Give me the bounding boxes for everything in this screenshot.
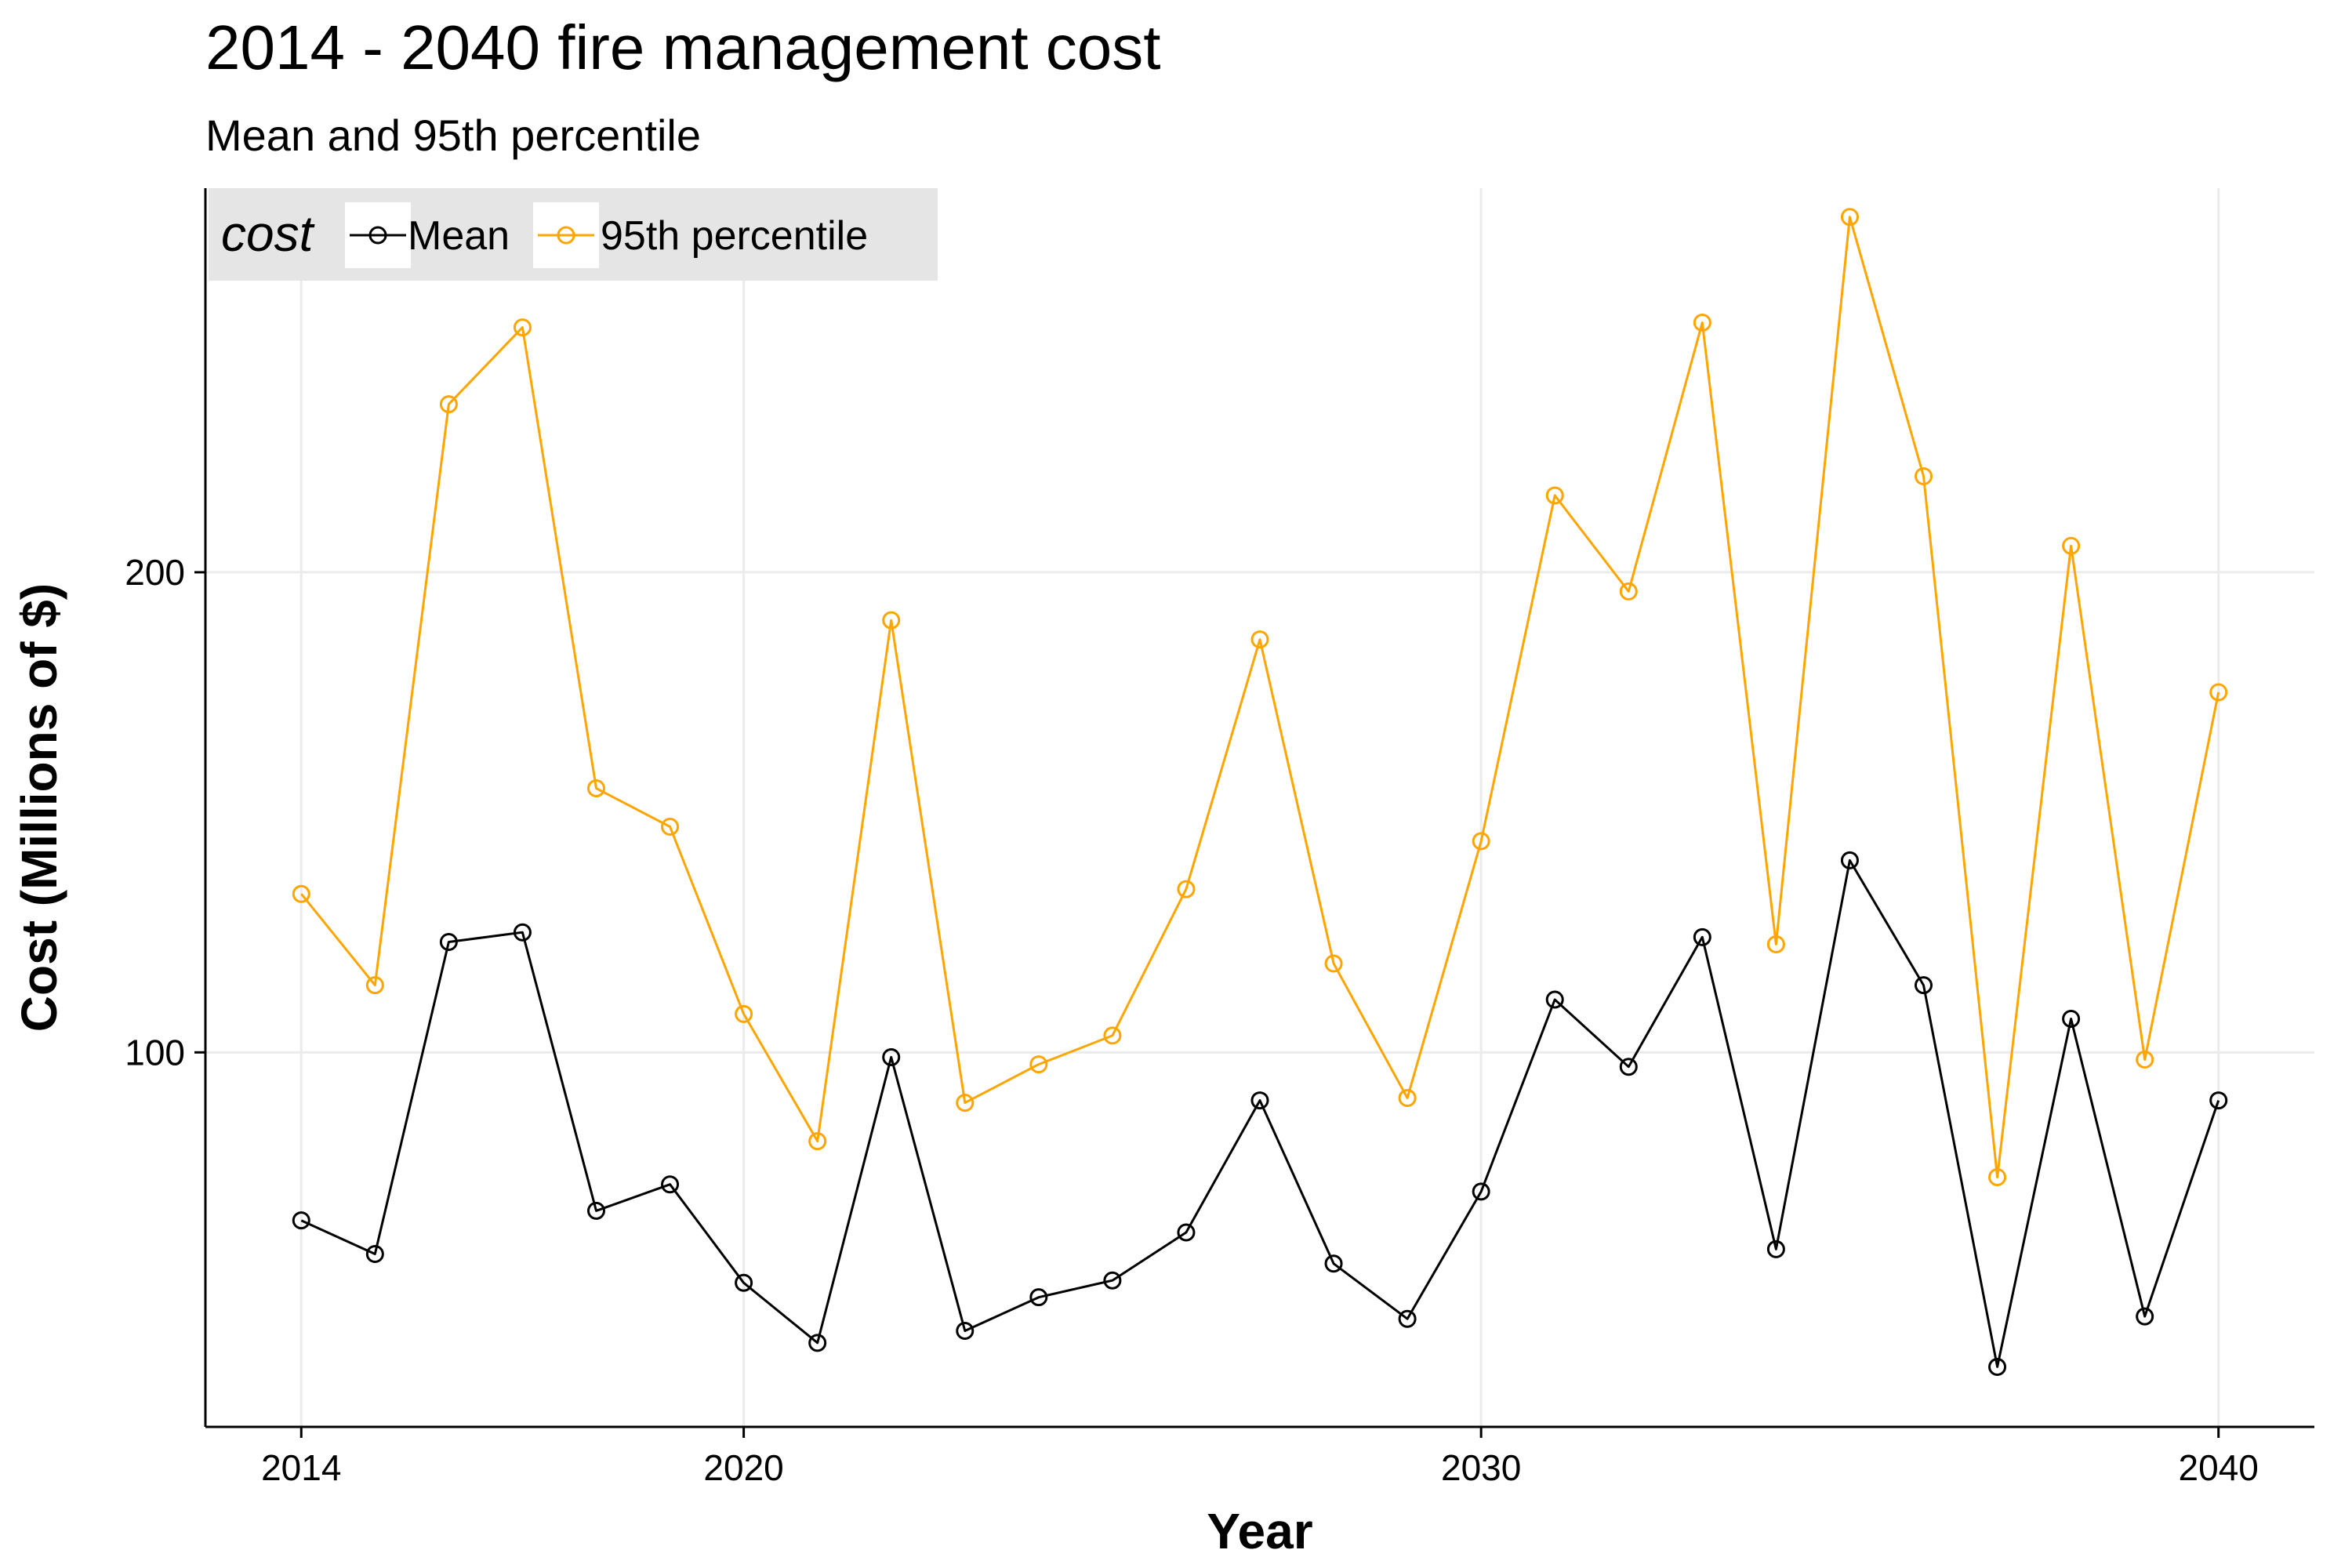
- data-point-p95-2027: [1250, 630, 1269, 649]
- data-point-p95-2025: [1103, 1026, 1122, 1045]
- legend-label-mean: Mean: [408, 213, 510, 259]
- series-line-mean: [300, 858, 2220, 1368]
- y-axis-title: Cost (Millions of $): [11, 583, 67, 1032]
- data-point-mean-2032: [1619, 1058, 1638, 1076]
- data-point-mean-2014: [292, 1211, 310, 1230]
- data-point-p95-2020: [735, 1004, 753, 1023]
- data-point-mean-2029: [1398, 1309, 1417, 1328]
- data-point-mean-2039: [2136, 1307, 2154, 1326]
- data-point-p95-2034: [1766, 935, 1785, 954]
- data-point-p95-2016: [439, 395, 458, 414]
- data-point-p95-2038: [2062, 536, 2081, 555]
- data-point-p95-2021: [808, 1132, 827, 1151]
- data-point-mean-2038: [2062, 1009, 2081, 1028]
- y-tick-label-200: 200: [125, 552, 185, 593]
- data-point-p95-2023: [956, 1094, 975, 1112]
- gridlines: [205, 188, 2314, 1427]
- legend-title: cost: [221, 205, 315, 262]
- data-point-p95-2030: [1472, 832, 1490, 851]
- data-point-mean-2035: [1840, 851, 1859, 869]
- chart-title: 2014 - 2040 fire management cost: [205, 13, 1161, 82]
- data-point-mean-2016: [439, 932, 458, 951]
- legend-key-p95-marker: [557, 226, 575, 245]
- data-point-p95-2022: [882, 611, 901, 630]
- data-point-p95-2017: [513, 318, 532, 337]
- data-point-mean-2025: [1103, 1271, 1122, 1290]
- data-point-mean-2015: [365, 1245, 384, 1264]
- data-point-p95-2015: [365, 976, 384, 995]
- data-point-mean-2037: [1988, 1357, 2007, 1376]
- data-point-mean-2034: [1766, 1240, 1785, 1258]
- data-point-mean-2030: [1472, 1182, 1490, 1201]
- x-tick-label-2040: 2040: [2179, 1447, 2259, 1488]
- y-tick-label-100: 100: [125, 1032, 185, 1073]
- data-point-mean-2031: [1545, 990, 1564, 1009]
- data-point-mean-2027: [1250, 1091, 1269, 1110]
- legend: cost Mean 95th percentile: [209, 188, 938, 281]
- data-point-p95-2024: [1029, 1055, 1048, 1074]
- x-tick-label-2020: 2020: [703, 1447, 783, 1488]
- data-point-mean-2040: [2209, 1091, 2228, 1110]
- x-axis-title: Year: [1207, 1503, 1312, 1559]
- data-point-p95-2037: [1988, 1168, 2007, 1187]
- data-point-p95-2018: [586, 779, 605, 798]
- legend-key-mean-marker: [368, 226, 387, 245]
- data-point-mean-2036: [1915, 976, 1933, 995]
- series-layer: [292, 208, 2228, 1376]
- data-point-mean-2022: [882, 1047, 901, 1066]
- data-point-p95-2032: [1619, 582, 1638, 601]
- data-point-mean-2023: [956, 1322, 975, 1341]
- chart-subtitle: Mean and 95th percentile: [205, 111, 701, 160]
- data-point-p95-2040: [2209, 683, 2228, 702]
- data-point-mean-2019: [661, 1175, 680, 1194]
- data-point-p95-2029: [1398, 1089, 1417, 1108]
- data-point-p95-2039: [2136, 1051, 2154, 1069]
- data-point-p95-2036: [1915, 466, 1933, 485]
- data-point-p95-2028: [1324, 954, 1343, 973]
- data-point-p95-2014: [292, 884, 310, 903]
- data-point-mean-2020: [735, 1273, 753, 1292]
- series-line-p95: [300, 216, 2220, 1179]
- data-point-p95-2026: [1177, 880, 1196, 898]
- data-point-mean-2033: [1693, 927, 1711, 946]
- data-point-mean-2026: [1177, 1223, 1196, 1242]
- series-mean: [292, 851, 2228, 1376]
- data-point-p95-2031: [1545, 486, 1564, 505]
- series-p95: [292, 208, 2228, 1187]
- x-tick-label-2014: 2014: [261, 1447, 341, 1488]
- data-point-p95-2019: [661, 817, 680, 836]
- data-point-mean-2021: [808, 1334, 827, 1352]
- data-point-p95-2033: [1693, 313, 1711, 332]
- data-point-p95-2035: [1840, 208, 1859, 227]
- data-point-mean-2028: [1324, 1254, 1343, 1273]
- axis-ticks: 2014 2020 2030 2040 100 200: [125, 552, 2259, 1488]
- data-point-mean-2018: [586, 1201, 605, 1220]
- data-point-mean-2017: [513, 923, 532, 942]
- x-tick-label-2030: 2030: [1441, 1447, 1521, 1488]
- legend-label-p95: 95th percentile: [601, 213, 868, 259]
- data-point-mean-2024: [1029, 1288, 1048, 1307]
